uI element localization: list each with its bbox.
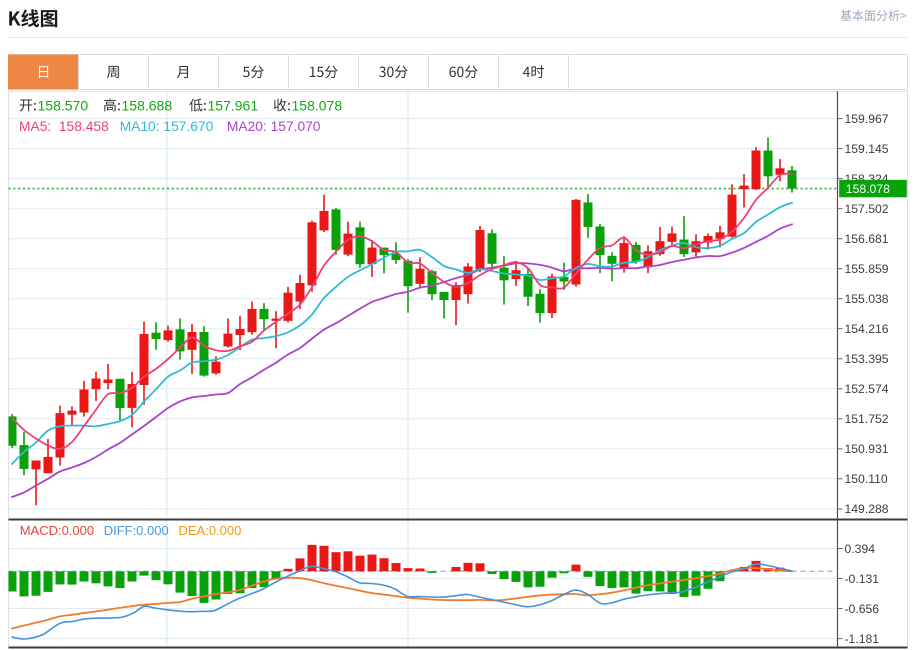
svg-text:158.570: 158.570 [38,97,89,113]
svg-text:DEA:0.000: DEA:0.000 [179,523,242,538]
svg-text:159.967: 159.967 [845,112,889,126]
svg-text:152.574: 152.574 [845,382,889,396]
svg-text:MACD:0.000: MACD:0.000 [20,523,94,538]
svg-text:159.145: 159.145 [845,142,889,156]
svg-text:MA20: 157.070: MA20: 157.070 [227,119,321,134]
svg-text:0.394: 0.394 [845,542,876,556]
svg-text:151.752: 151.752 [845,412,889,426]
svg-text:150.931: 150.931 [845,442,889,456]
svg-text:MA10: 157.670: MA10: 157.670 [120,119,214,134]
svg-text:150.110: 150.110 [845,472,888,486]
svg-text:154.216: 154.216 [845,322,889,336]
svg-text:157.502: 157.502 [845,202,889,216]
svg-text:158.078: 158.078 [292,97,343,113]
svg-text:158.078: 158.078 [846,182,890,196]
svg-text:157.961: 157.961 [208,97,259,113]
svg-text:149.288: 149.288 [845,502,889,516]
svg-text:153.395: 153.395 [845,352,889,366]
svg-text:158.688: 158.688 [122,97,173,113]
svg-text:155.038: 155.038 [845,292,889,306]
svg-text:-0.131: -0.131 [845,572,880,586]
svg-text:DIFF:0.000: DIFF:0.000 [104,523,169,538]
svg-text:MA5: 158.458: MA5: 158.458 [19,119,109,134]
svg-text:-1.181: -1.181 [845,632,880,646]
svg-text:156.681: 156.681 [845,232,889,246]
svg-text:-0.656: -0.656 [845,602,880,616]
svg-text:155.859: 155.859 [845,262,889,276]
